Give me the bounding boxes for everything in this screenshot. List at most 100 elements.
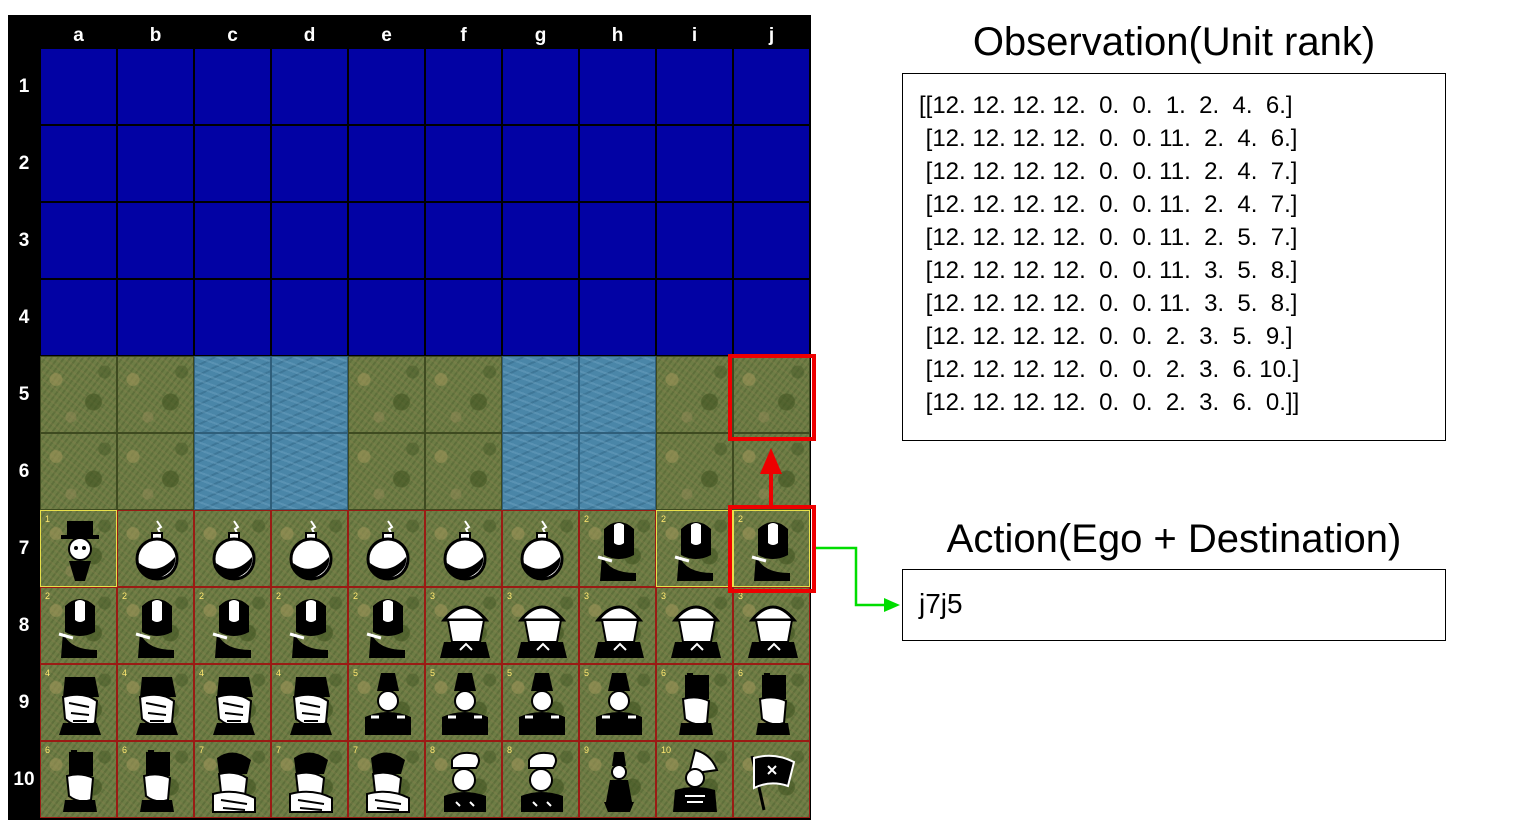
board-square-a7[interactable]: 1 <box>40 510 117 587</box>
board-square-e2[interactable] <box>348 125 425 202</box>
board-square-b9[interactable]: 4 <box>117 664 194 741</box>
board-square-c10[interactable]: 7 <box>194 741 271 818</box>
board-square-e9[interactable]: 5 <box>348 664 425 741</box>
board-square-c4[interactable] <box>194 279 271 356</box>
board-square-d8[interactable]: 2 <box>271 587 348 664</box>
board-square-e3[interactable] <box>348 202 425 279</box>
bomb-piece-icon[interactable] <box>434 517 496 583</box>
board-square-j5[interactable] <box>733 356 810 433</box>
board-square-e8[interactable]: 2 <box>348 587 425 664</box>
board-square-h3[interactable] <box>579 202 656 279</box>
board-square-e10[interactable]: 7 <box>348 741 425 818</box>
board-square-h5[interactable] <box>579 356 656 433</box>
board-square-b8[interactable]: 2 <box>117 587 194 664</box>
flag-piece-icon[interactable] <box>742 748 804 814</box>
board-square-i8[interactable]: 3 <box>656 587 733 664</box>
board-square-a10[interactable]: 6 <box>40 741 117 818</box>
colonel-piece-icon[interactable] <box>434 748 496 814</box>
board-square-f2[interactable] <box>425 125 502 202</box>
board-square-i3[interactable] <box>656 202 733 279</box>
board-square-e4[interactable] <box>348 279 425 356</box>
board-square-a5[interactable] <box>40 356 117 433</box>
board-square-d7[interactable] <box>271 510 348 587</box>
colonel-piece-icon[interactable] <box>511 748 573 814</box>
board-square-c8[interactable]: 2 <box>194 587 271 664</box>
scout-piece-icon[interactable] <box>49 594 111 660</box>
bomb-piece-icon[interactable] <box>280 517 342 583</box>
scout-piece-icon[interactable] <box>588 517 650 583</box>
board-square-e5[interactable] <box>348 356 425 433</box>
board-square-b5[interactable] <box>117 356 194 433</box>
board-square-b2[interactable] <box>117 125 194 202</box>
board-square-d10[interactable]: 7 <box>271 741 348 818</box>
marshal-piece-icon[interactable] <box>665 748 727 814</box>
bomb-piece-icon[interactable] <box>511 517 573 583</box>
scout-piece-icon[interactable] <box>742 517 804 583</box>
board-square-g9[interactable]: 5 <box>502 664 579 741</box>
board-square-c7[interactable] <box>194 510 271 587</box>
board-square-i4[interactable] <box>656 279 733 356</box>
major-piece-icon[interactable] <box>203 748 265 814</box>
board-square-g1[interactable] <box>502 48 579 125</box>
board-square-e6[interactable] <box>348 433 425 510</box>
board-square-j1[interactable] <box>733 48 810 125</box>
major-piece-icon[interactable] <box>357 748 419 814</box>
bomb-piece-icon[interactable] <box>357 517 419 583</box>
board-square-a4[interactable] <box>40 279 117 356</box>
board-square-i5[interactable] <box>656 356 733 433</box>
general-piece-icon[interactable] <box>588 748 650 814</box>
board-square-j10[interactable] <box>733 741 810 818</box>
board-square-h10[interactable]: 9 <box>579 741 656 818</box>
board-square-i9[interactable]: 6 <box>656 664 733 741</box>
captain-piece-icon[interactable] <box>742 671 804 737</box>
board-square-b6[interactable] <box>117 433 194 510</box>
board-square-a8[interactable]: 2 <box>40 587 117 664</box>
board-square-d4[interactable] <box>271 279 348 356</box>
board-square-g8[interactable]: 3 <box>502 587 579 664</box>
scout-piece-icon[interactable] <box>280 594 342 660</box>
board-square-i10[interactable]: 10 <box>656 741 733 818</box>
board-square-f5[interactable] <box>425 356 502 433</box>
lieutenant-piece-icon[interactable] <box>588 671 650 737</box>
board-square-c5[interactable] <box>194 356 271 433</box>
board-square-e1[interactable] <box>348 48 425 125</box>
board-square-c9[interactable]: 4 <box>194 664 271 741</box>
miner-piece-icon[interactable] <box>742 594 804 660</box>
board-square-f1[interactable] <box>425 48 502 125</box>
board-square-i7[interactable]: 2 <box>656 510 733 587</box>
board-square-d1[interactable] <box>271 48 348 125</box>
board-square-f7[interactable] <box>425 510 502 587</box>
miner-piece-icon[interactable] <box>588 594 650 660</box>
board-square-a3[interactable] <box>40 202 117 279</box>
lieutenant-piece-icon[interactable] <box>511 671 573 737</box>
captain-piece-icon[interactable] <box>126 748 188 814</box>
board-square-a9[interactable]: 4 <box>40 664 117 741</box>
board-square-g5[interactable] <box>502 356 579 433</box>
miner-piece-icon[interactable] <box>511 594 573 660</box>
board-square-d2[interactable] <box>271 125 348 202</box>
board-square-j8[interactable]: 3 <box>733 587 810 664</box>
sergeant-piece-icon[interactable] <box>49 671 111 737</box>
sergeant-piece-icon[interactable] <box>203 671 265 737</box>
captain-piece-icon[interactable] <box>49 748 111 814</box>
board-square-g4[interactable] <box>502 279 579 356</box>
board-square-h4[interactable] <box>579 279 656 356</box>
board-square-c1[interactable] <box>194 48 271 125</box>
board-square-j7[interactable]: 2 <box>733 510 810 587</box>
scout-piece-icon[interactable] <box>126 594 188 660</box>
board-square-f9[interactable]: 5 <box>425 664 502 741</box>
board-square-a2[interactable] <box>40 125 117 202</box>
lieutenant-piece-icon[interactable] <box>357 671 419 737</box>
board-square-j3[interactable] <box>733 202 810 279</box>
board-square-f10[interactable]: 8 <box>425 741 502 818</box>
major-piece-icon[interactable] <box>280 748 342 814</box>
board-square-c6[interactable] <box>194 433 271 510</box>
board-square-b1[interactable] <box>117 48 194 125</box>
board-square-h2[interactable] <box>579 125 656 202</box>
spy-piece-icon[interactable] <box>49 517 111 583</box>
sergeant-piece-icon[interactable] <box>280 671 342 737</box>
board-square-i6[interactable] <box>656 433 733 510</box>
board-square-c3[interactable] <box>194 202 271 279</box>
board-square-b10[interactable]: 6 <box>117 741 194 818</box>
board-square-e7[interactable] <box>348 510 425 587</box>
